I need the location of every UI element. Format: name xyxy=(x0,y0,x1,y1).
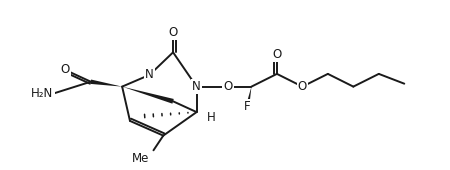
Polygon shape xyxy=(246,87,252,107)
Polygon shape xyxy=(122,87,174,104)
Text: O: O xyxy=(223,80,233,93)
Polygon shape xyxy=(90,80,122,87)
Text: O: O xyxy=(298,80,307,93)
Text: N: N xyxy=(145,68,154,81)
Text: Me: Me xyxy=(132,152,149,165)
Text: H: H xyxy=(207,112,215,124)
Text: N: N xyxy=(192,80,201,93)
Text: O: O xyxy=(168,26,178,39)
Text: O: O xyxy=(61,63,70,76)
Text: O: O xyxy=(272,48,282,61)
Text: H₂N: H₂N xyxy=(32,87,54,100)
Text: F: F xyxy=(244,100,251,113)
